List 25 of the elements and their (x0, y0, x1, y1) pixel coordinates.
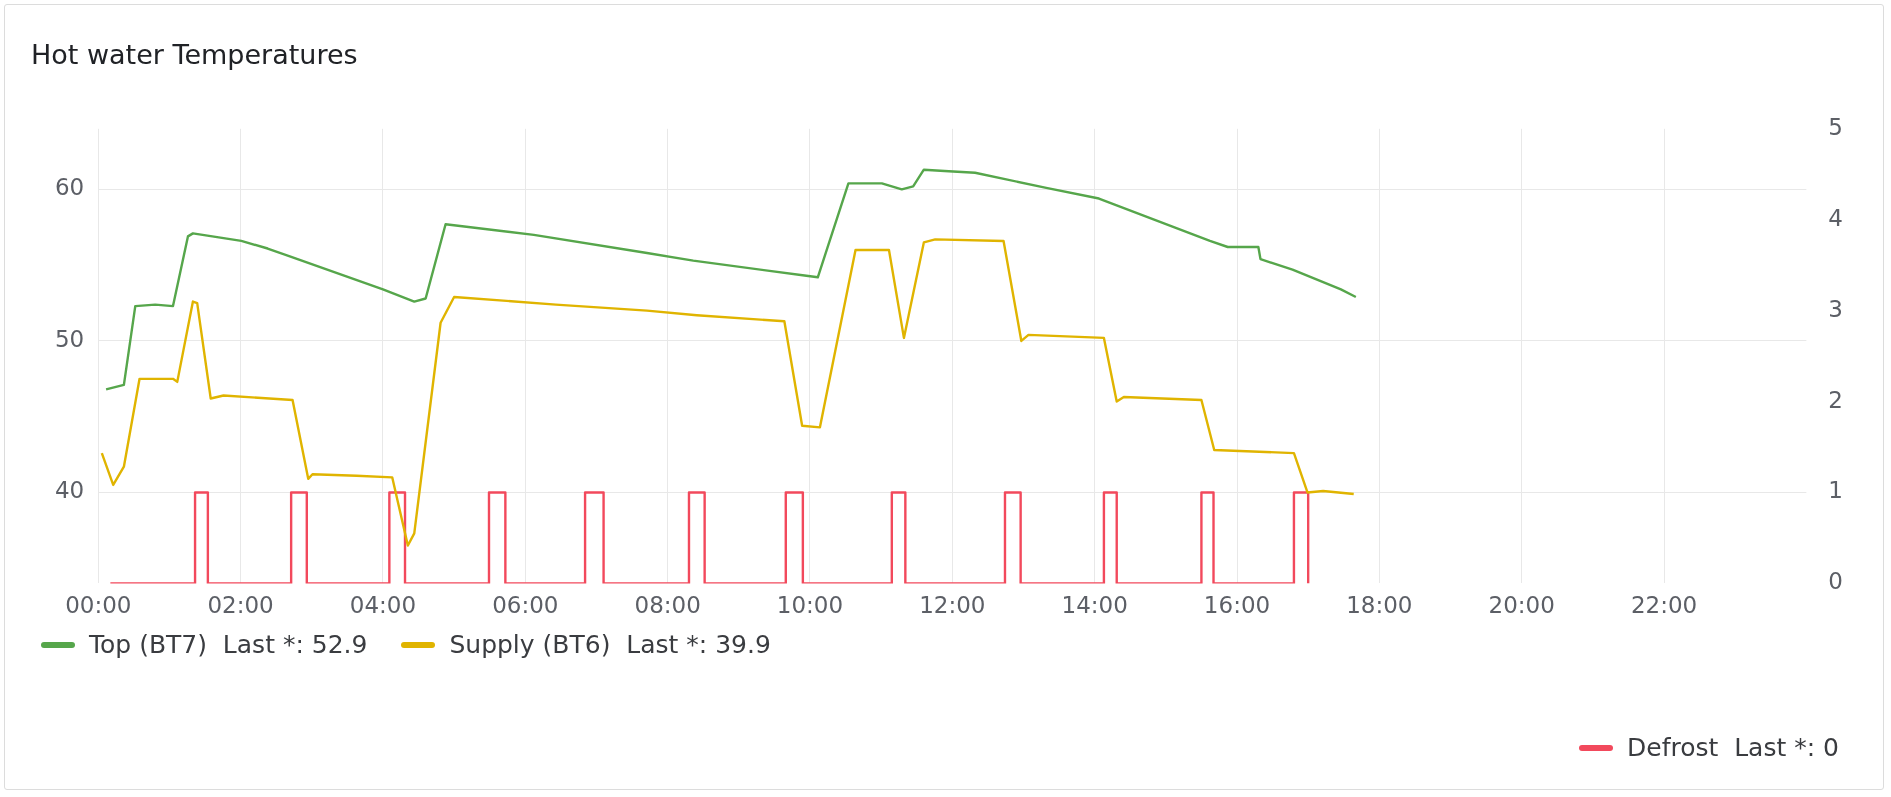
y2-tick-label: 5 (1828, 113, 1844, 140)
x-tick-label: 18:00 (1346, 592, 1413, 619)
chart-title: Hot water Temperatures (31, 39, 358, 70)
y2-tick-label: 4 (1828, 204, 1844, 231)
legend-label: Defrost Last *: 0 (1627, 733, 1839, 762)
y-tick-label: 50 (54, 325, 85, 352)
x-tick-label: 04:00 (349, 592, 417, 619)
x-tick-label: 16:00 (1203, 592, 1271, 619)
y2-tick-label: 3 (1828, 295, 1844, 322)
y-tick-label: 60 (54, 174, 85, 201)
legend-label: Top (BT7) Last *: 52.9 (89, 630, 368, 659)
y2-tick-label: 2 (1828, 386, 1844, 413)
x-tick-label: 14:00 (1061, 592, 1128, 619)
y2-tick-label: 0 (1828, 568, 1844, 595)
x-tick-label: 22:00 (1630, 592, 1698, 619)
y-tick-label: 40 (54, 477, 85, 504)
x-tick-label: 00:00 (65, 592, 132, 619)
legend-label: Supply (BT6) Last *: 39.9 (449, 630, 771, 659)
x-tick-label: 02:00 (207, 592, 274, 619)
y2-tick-label: 1 (1828, 477, 1844, 504)
x-tick-label: 12:00 (919, 592, 986, 619)
x-tick-label: 10:00 (776, 592, 844, 619)
x-tick-label: 06:00 (492, 592, 559, 619)
x-tick-label: 20:00 (1488, 592, 1555, 619)
x-tick-label: 08:00 (634, 592, 701, 619)
